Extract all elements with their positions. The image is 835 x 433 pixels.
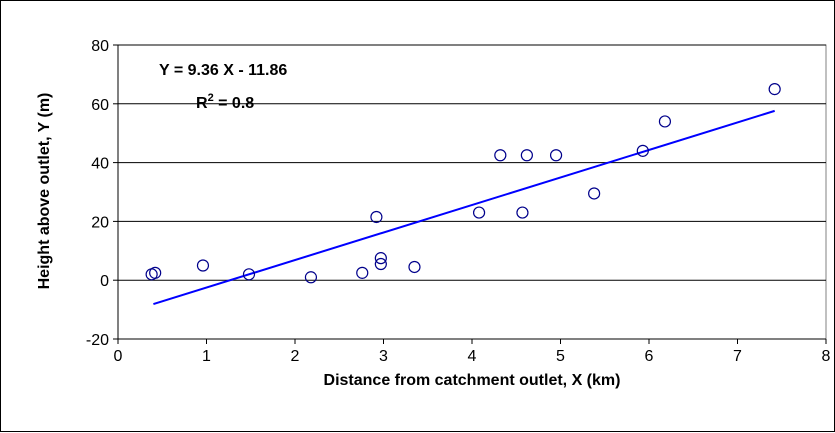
x-tick-label: 8 xyxy=(822,348,831,365)
data-point xyxy=(374,252,387,265)
data-point xyxy=(516,206,529,219)
y-tick-label: -20 xyxy=(86,332,109,349)
plot-area xyxy=(117,44,827,340)
x-tick-label: 3 xyxy=(379,348,388,365)
y-tick-label: 0 xyxy=(100,273,109,290)
data-point xyxy=(242,268,256,281)
data-point xyxy=(588,187,601,200)
x-tick-label: 0 xyxy=(114,348,123,365)
data-point xyxy=(370,210,383,224)
data-point xyxy=(149,266,162,279)
data-point xyxy=(658,115,672,128)
equation-annotation: Y = 9.36 X - 11.86 xyxy=(159,62,287,79)
r-squared-annotation: R2 = 0.8 xyxy=(196,92,254,112)
data-point xyxy=(636,144,649,157)
axes xyxy=(113,44,827,344)
x-tick-label: 6 xyxy=(645,348,654,365)
data-point xyxy=(494,149,507,162)
x-tick-label: 5 xyxy=(556,348,565,365)
y-tick-label: 20 xyxy=(91,214,109,231)
data-point xyxy=(549,149,563,162)
y-tick-label: 80 xyxy=(91,38,109,55)
y-tick-label: 40 xyxy=(91,156,109,173)
data-points xyxy=(145,82,781,284)
r-squared-superscript: 2 xyxy=(208,92,214,104)
y-axis-title: Height above outlet, Y (m) xyxy=(36,93,53,290)
data-point xyxy=(768,82,781,96)
trendline xyxy=(153,109,775,306)
data-point xyxy=(408,260,421,274)
x-tick-label: 2 xyxy=(291,348,300,365)
trendline-group xyxy=(153,109,775,306)
tick-labels: -20 0 20 40 60 80 0 1 2 3 4 5 6 7 8 xyxy=(86,38,831,365)
x-axis-title: Distance from catchment outlet, X (km) xyxy=(324,372,621,389)
data-point xyxy=(356,266,369,279)
x-tick-label: 1 xyxy=(202,348,211,365)
data-point xyxy=(374,257,387,271)
r-squared-value: = 0.8 xyxy=(214,95,255,112)
x-tick-label: 4 xyxy=(468,348,477,365)
data-point xyxy=(304,271,318,284)
y-tick-label: 60 xyxy=(91,97,109,114)
data-point xyxy=(472,206,486,219)
data-point xyxy=(196,259,210,272)
data-point xyxy=(520,149,533,162)
r-squared-r: R xyxy=(196,95,208,112)
x-tick-label: 7 xyxy=(733,348,742,365)
